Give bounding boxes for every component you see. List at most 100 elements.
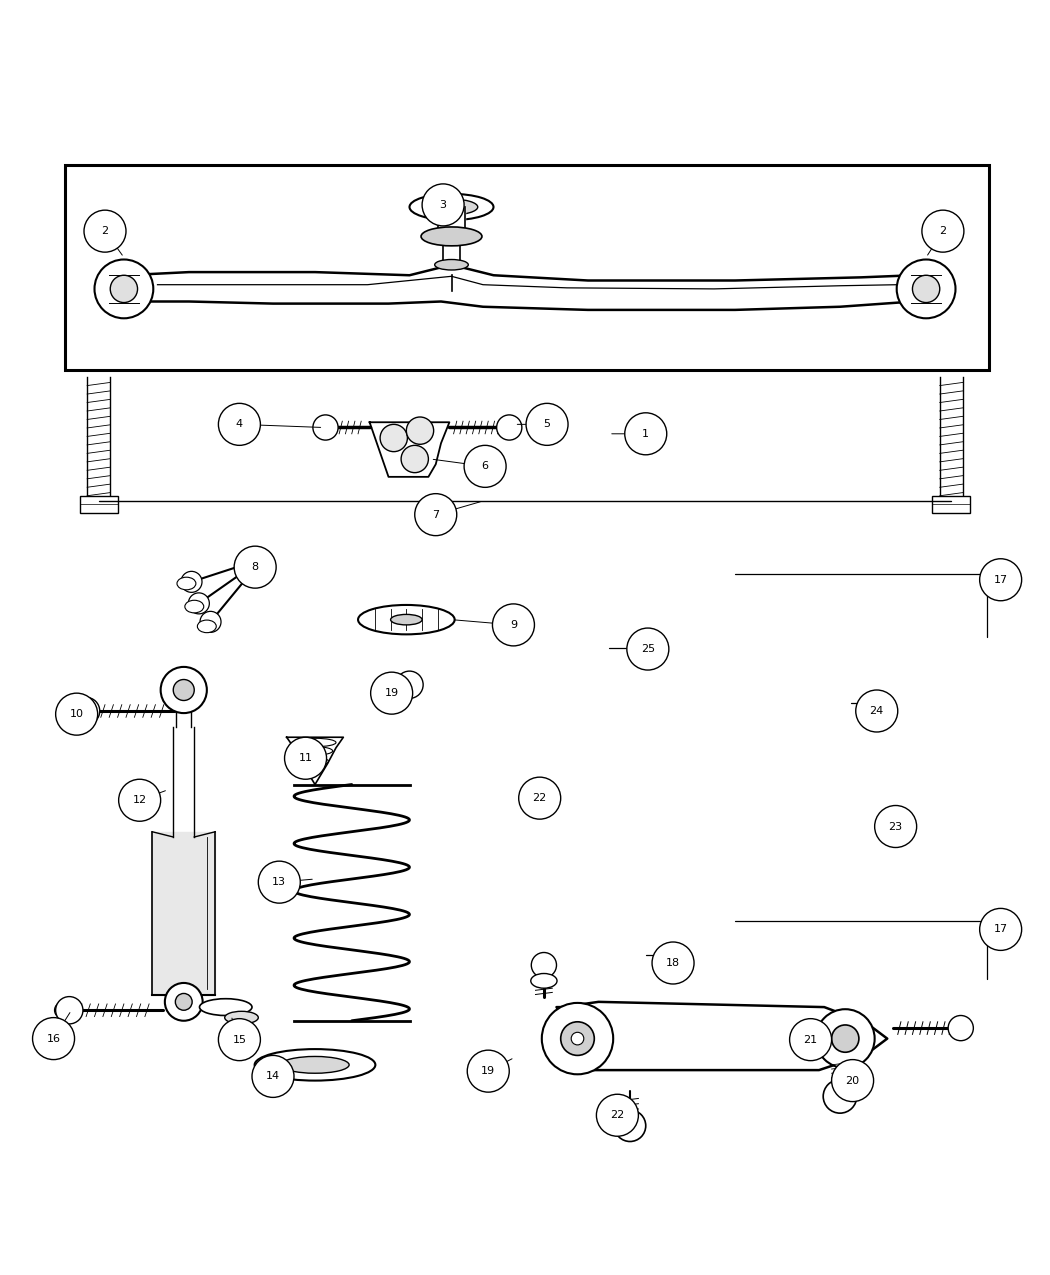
- Circle shape: [467, 1051, 509, 1093]
- Circle shape: [252, 1056, 294, 1098]
- Text: 22: 22: [532, 793, 547, 803]
- Text: 19: 19: [384, 688, 399, 699]
- Polygon shape: [940, 428, 963, 436]
- Circle shape: [832, 1025, 859, 1052]
- Text: 4: 4: [236, 419, 243, 430]
- Ellipse shape: [435, 260, 468, 270]
- Circle shape: [625, 413, 667, 455]
- Polygon shape: [87, 462, 110, 470]
- Polygon shape: [87, 487, 110, 496]
- Polygon shape: [87, 385, 110, 394]
- Text: 10: 10: [69, 709, 84, 719]
- Ellipse shape: [177, 578, 196, 590]
- Circle shape: [110, 275, 138, 302]
- Polygon shape: [940, 445, 963, 454]
- Text: 7: 7: [433, 510, 439, 520]
- Polygon shape: [287, 737, 343, 784]
- Circle shape: [875, 806, 917, 848]
- Ellipse shape: [197, 620, 216, 632]
- Text: 3: 3: [440, 200, 446, 210]
- Polygon shape: [87, 394, 110, 403]
- Polygon shape: [940, 411, 963, 419]
- Polygon shape: [370, 422, 449, 477]
- Polygon shape: [940, 394, 963, 403]
- Text: 16: 16: [46, 1034, 61, 1044]
- Circle shape: [464, 445, 506, 487]
- Ellipse shape: [185, 601, 204, 613]
- Text: 11: 11: [298, 754, 313, 764]
- Circle shape: [856, 690, 898, 732]
- Text: 15: 15: [232, 1034, 247, 1044]
- Polygon shape: [87, 403, 110, 411]
- Circle shape: [56, 997, 83, 1024]
- Circle shape: [596, 1094, 638, 1136]
- Circle shape: [614, 1111, 646, 1141]
- Circle shape: [84, 210, 126, 252]
- Circle shape: [627, 629, 669, 671]
- Polygon shape: [87, 411, 110, 419]
- Circle shape: [816, 1010, 875, 1068]
- Text: 18: 18: [666, 958, 680, 968]
- Circle shape: [948, 1015, 973, 1040]
- Polygon shape: [940, 377, 963, 385]
- Polygon shape: [940, 385, 963, 394]
- Circle shape: [380, 425, 407, 451]
- Circle shape: [165, 983, 203, 1021]
- Text: 9: 9: [510, 620, 517, 630]
- Text: 17: 17: [993, 575, 1008, 585]
- Circle shape: [561, 1021, 594, 1056]
- Polygon shape: [176, 706, 191, 727]
- Circle shape: [422, 184, 464, 226]
- Text: 1: 1: [643, 428, 649, 439]
- Circle shape: [531, 952, 556, 978]
- Text: 5: 5: [544, 419, 550, 430]
- Circle shape: [285, 737, 327, 779]
- Text: 24: 24: [869, 706, 884, 717]
- Text: 17: 17: [993, 924, 1008, 935]
- Circle shape: [401, 445, 428, 473]
- Circle shape: [181, 571, 202, 593]
- Text: 2: 2: [940, 226, 946, 236]
- Text: 14: 14: [266, 1071, 280, 1081]
- Polygon shape: [940, 419, 963, 428]
- Ellipse shape: [358, 604, 455, 635]
- Polygon shape: [940, 462, 963, 470]
- Circle shape: [371, 672, 413, 714]
- Circle shape: [519, 778, 561, 819]
- Circle shape: [396, 671, 423, 699]
- Ellipse shape: [410, 194, 493, 221]
- Text: 21: 21: [803, 1034, 818, 1044]
- Circle shape: [218, 403, 260, 445]
- Polygon shape: [438, 207, 465, 233]
- Bar: [65, 164, 989, 370]
- Circle shape: [790, 1019, 832, 1061]
- FancyBboxPatch shape: [80, 496, 118, 513]
- Text: 20: 20: [845, 1076, 860, 1085]
- Circle shape: [161, 667, 207, 713]
- Circle shape: [234, 546, 276, 588]
- Polygon shape: [87, 428, 110, 436]
- Polygon shape: [152, 831, 215, 995]
- Polygon shape: [556, 1002, 887, 1070]
- Circle shape: [922, 210, 964, 252]
- Polygon shape: [87, 377, 110, 385]
- Circle shape: [542, 1003, 613, 1075]
- Polygon shape: [87, 479, 110, 487]
- Polygon shape: [940, 487, 963, 496]
- Circle shape: [218, 1019, 260, 1061]
- Circle shape: [175, 993, 192, 1010]
- Ellipse shape: [55, 1001, 78, 1020]
- Text: 22: 22: [610, 1111, 625, 1121]
- Polygon shape: [87, 436, 110, 445]
- Ellipse shape: [421, 227, 482, 246]
- Circle shape: [173, 680, 194, 700]
- Circle shape: [94, 260, 153, 319]
- Text: 2: 2: [102, 226, 108, 236]
- Text: 13: 13: [272, 877, 287, 887]
- Circle shape: [406, 417, 434, 444]
- Circle shape: [313, 414, 338, 440]
- Circle shape: [415, 493, 457, 536]
- Polygon shape: [940, 436, 963, 445]
- Polygon shape: [940, 454, 963, 462]
- Polygon shape: [87, 419, 110, 428]
